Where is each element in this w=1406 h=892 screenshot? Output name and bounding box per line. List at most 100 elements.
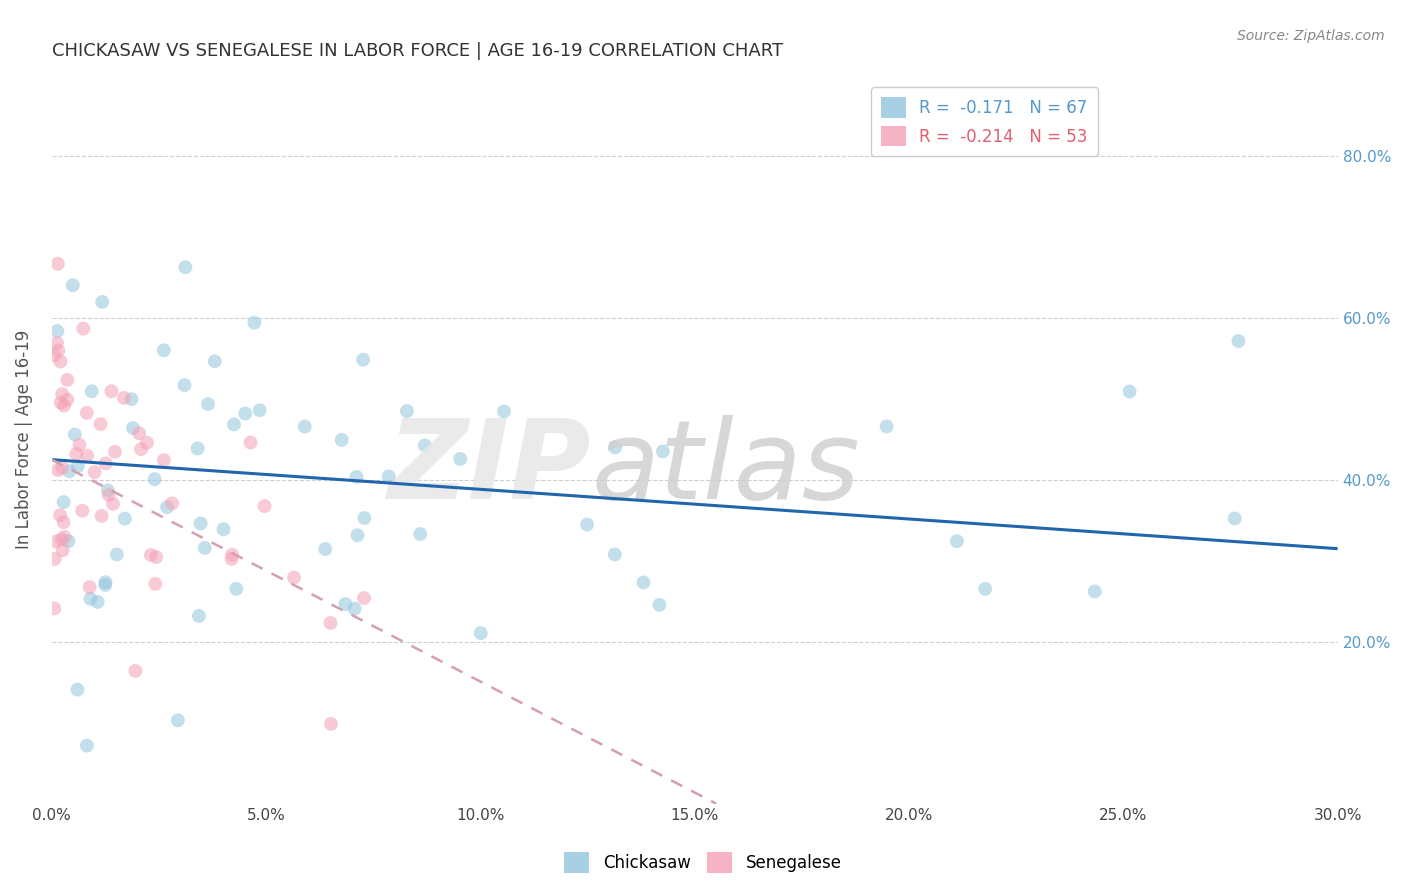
Point xyxy=(91,294,114,309)
Text: atlas: atlas xyxy=(592,415,860,522)
Legend: R =  -0.171   N = 67, R =  -0.214   N = 53: R = -0.171 N = 67, R = -0.214 N = 53 xyxy=(872,87,1098,156)
Point xyxy=(145,549,167,564)
Point xyxy=(51,387,73,401)
Point xyxy=(79,591,101,606)
Point xyxy=(605,441,627,455)
Text: Source: ZipAtlas.com: Source: ZipAtlas.com xyxy=(1237,29,1385,43)
Point xyxy=(80,384,103,399)
Point xyxy=(49,395,72,409)
Point xyxy=(44,552,66,566)
Point xyxy=(52,515,75,529)
Point xyxy=(153,343,176,358)
Point xyxy=(166,713,188,727)
Point xyxy=(53,530,76,544)
Point xyxy=(648,598,671,612)
Point xyxy=(83,465,105,479)
Legend: Chickasaw, Senegalese: Chickasaw, Senegalese xyxy=(558,846,848,880)
Point xyxy=(94,575,117,590)
Point xyxy=(72,504,94,518)
Point xyxy=(94,457,117,471)
Point xyxy=(173,378,195,392)
Point xyxy=(651,444,673,458)
Point xyxy=(221,548,243,562)
Point xyxy=(353,591,375,605)
Point xyxy=(129,442,152,457)
Point xyxy=(44,348,66,362)
Point xyxy=(225,582,247,596)
Point xyxy=(253,499,276,513)
Point xyxy=(46,343,69,358)
Point xyxy=(243,316,266,330)
Point xyxy=(160,496,183,510)
Point xyxy=(153,453,176,467)
Point xyxy=(128,426,150,441)
Point xyxy=(76,406,98,420)
Point xyxy=(395,404,418,418)
Point xyxy=(49,354,72,368)
Point xyxy=(62,278,84,293)
Point xyxy=(51,460,73,475)
Point xyxy=(97,483,120,498)
Text: ZIP: ZIP xyxy=(388,415,592,522)
Point xyxy=(174,260,197,275)
Point xyxy=(104,444,127,458)
Point xyxy=(136,435,159,450)
Point xyxy=(378,469,401,483)
Point xyxy=(946,534,969,549)
Point xyxy=(101,497,124,511)
Point xyxy=(319,615,342,630)
Point xyxy=(76,449,98,463)
Point xyxy=(204,354,226,368)
Point xyxy=(58,534,80,549)
Text: CHICKASAW VS SENEGALESE IN LABOR FORCE | AGE 16-19 CORRELATION CHART: CHICKASAW VS SENEGALESE IN LABOR FORCE |… xyxy=(52,42,783,60)
Point xyxy=(121,392,143,407)
Point xyxy=(66,682,89,697)
Point xyxy=(56,373,79,387)
Point xyxy=(65,447,87,461)
Point xyxy=(143,472,166,486)
Point xyxy=(139,548,162,562)
Point xyxy=(335,597,357,611)
Point xyxy=(46,324,69,338)
Point xyxy=(1223,511,1246,525)
Point xyxy=(53,399,76,413)
Point xyxy=(67,438,90,452)
Point xyxy=(63,427,86,442)
Point xyxy=(122,421,145,435)
Point xyxy=(97,488,120,502)
Point xyxy=(283,570,305,584)
Point xyxy=(346,470,368,484)
Point xyxy=(187,442,209,456)
Point xyxy=(194,541,217,555)
Point xyxy=(56,392,79,407)
Point xyxy=(974,582,997,596)
Point xyxy=(494,404,516,418)
Point xyxy=(1084,584,1107,599)
Point xyxy=(46,335,69,350)
Point xyxy=(58,464,80,478)
Point xyxy=(1227,334,1250,348)
Point xyxy=(222,417,245,432)
Point xyxy=(409,527,432,541)
Point xyxy=(330,433,353,447)
Point xyxy=(94,578,117,592)
Point xyxy=(249,403,271,417)
Point xyxy=(51,533,73,547)
Point xyxy=(353,511,375,525)
Point xyxy=(197,397,219,411)
Point xyxy=(187,608,209,623)
Point xyxy=(576,517,599,532)
Point xyxy=(470,626,492,640)
Point xyxy=(633,575,655,590)
Point xyxy=(1118,384,1140,399)
Point xyxy=(86,595,108,609)
Point xyxy=(143,577,166,591)
Point xyxy=(346,528,368,542)
Point xyxy=(352,352,374,367)
Point xyxy=(72,321,94,335)
Point xyxy=(114,511,136,525)
Point xyxy=(112,391,135,405)
Point xyxy=(190,516,212,531)
Point xyxy=(76,739,98,753)
Point xyxy=(294,419,316,434)
